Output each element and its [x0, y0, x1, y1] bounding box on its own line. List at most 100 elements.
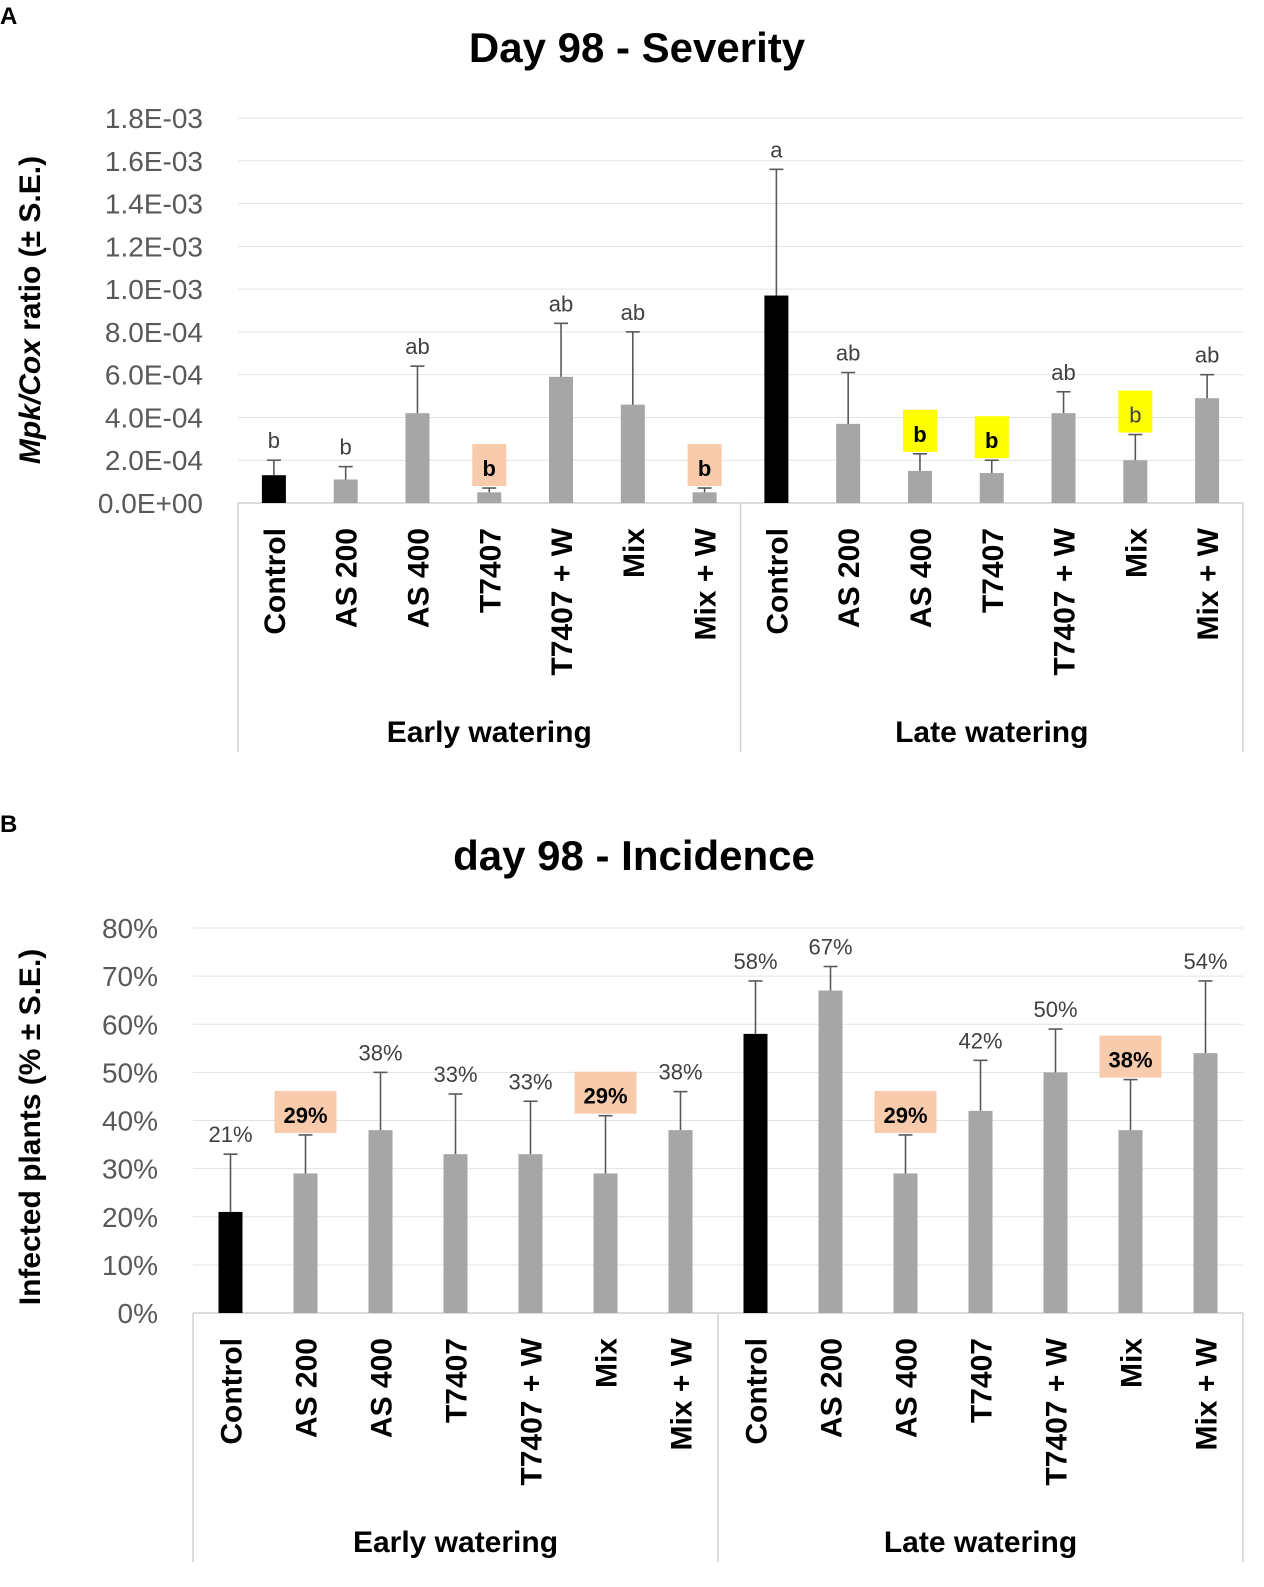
bar — [1051, 413, 1076, 503]
bar — [1123, 460, 1148, 503]
x-tick-label: AS 400 — [891, 1338, 924, 1438]
bar — [549, 376, 574, 503]
y-axis-label: Infected plants (% ± S.E.) — [14, 949, 47, 1306]
x-tick-label: AS 200 — [331, 528, 364, 628]
x-tick-label: AS 200 — [291, 1338, 324, 1438]
significance-label: 38% — [358, 1040, 402, 1065]
bar — [1043, 1072, 1068, 1313]
label-highlight — [1118, 390, 1153, 433]
x-tick-label: T7407 — [441, 1338, 474, 1423]
significance-label: 42% — [958, 1028, 1002, 1053]
x-tick-label: AS 200 — [816, 1338, 849, 1438]
significance-label: ab — [549, 291, 573, 316]
panel-letter: A — [0, 3, 17, 30]
y-tick-label: 2.0E-04 — [105, 445, 203, 476]
group-label: Early watering — [353, 1526, 558, 1559]
y-tick-label: 0% — [118, 1298, 158, 1329]
bar — [368, 1130, 393, 1313]
x-tick-label: Mix + W — [666, 1337, 699, 1450]
significance-label: 67% — [808, 935, 852, 960]
x-tick-label: Mix + W — [690, 527, 723, 640]
x-tick-label: T7407 — [977, 528, 1010, 613]
bar — [261, 475, 286, 503]
panel-letter: B — [0, 811, 17, 838]
significance-label: ab — [405, 334, 429, 359]
label-highlight — [472, 444, 507, 487]
bar — [893, 1173, 918, 1313]
bar — [293, 1173, 318, 1313]
significance-label: 54% — [1183, 949, 1227, 974]
significance-label: 29% — [283, 1103, 327, 1128]
label-highlight — [687, 444, 722, 487]
significance-label: 50% — [1033, 997, 1077, 1022]
chart-title: day 98 - Incidence — [453, 832, 815, 879]
bar — [692, 492, 717, 503]
x-tick-label: T7407 + W — [516, 1337, 549, 1485]
x-tick-label: T7407 + W — [1041, 1337, 1074, 1485]
label-highlight — [274, 1090, 337, 1133]
bar — [1118, 1130, 1143, 1313]
significance-label: b — [483, 456, 496, 481]
y-tick-label: 4.0E-04 — [105, 402, 203, 433]
bar — [1195, 398, 1220, 503]
significance-label: b — [340, 435, 352, 460]
bar — [764, 295, 789, 503]
bar — [1193, 1053, 1218, 1313]
bar — [477, 492, 502, 503]
y-tick-label: 8.0E-04 — [105, 317, 203, 348]
y-tick-label: 1.2E-03 — [105, 231, 203, 262]
bar — [668, 1130, 693, 1313]
y-tick-label: 50% — [102, 1057, 158, 1088]
y-axis-label: Mpk/Cox ratio (± S.E.) — [14, 156, 47, 464]
x-tick-label: Mix + W — [1191, 1337, 1224, 1450]
significance-label: 33% — [433, 1062, 477, 1087]
bar — [979, 473, 1004, 503]
x-tick-label: Mix — [1120, 528, 1153, 578]
bar — [518, 1154, 543, 1313]
significance-label: a — [770, 137, 783, 162]
bar — [333, 479, 358, 503]
significance-label: b — [913, 422, 926, 447]
significance-label: 38% — [658, 1060, 702, 1085]
y-tick-label: 40% — [102, 1106, 158, 1137]
bar — [907, 470, 932, 503]
x-tick-label: Control — [741, 1338, 774, 1445]
significance-label: 38% — [1108, 1048, 1152, 1073]
x-tick-label: Control — [761, 528, 794, 635]
significance-label: ab — [1051, 360, 1075, 385]
significance-label: 33% — [508, 1069, 552, 1094]
bar — [620, 404, 645, 503]
group-label: Late watering — [884, 1526, 1077, 1559]
bar — [218, 1211, 243, 1313]
chart-title: Day 98 - Severity — [469, 24, 806, 71]
y-tick-label: 6.0E-04 — [105, 360, 203, 391]
significance-label: b — [268, 428, 280, 453]
x-tick-label: T7407 — [474, 528, 507, 613]
bar — [818, 990, 843, 1313]
significance-label: b — [698, 456, 711, 481]
x-tick-label: AS 400 — [366, 1338, 399, 1438]
y-axis-label-rest: ratio (± S.E.) — [14, 156, 47, 339]
bar — [968, 1110, 993, 1313]
y-tick-label: 10% — [102, 1250, 158, 1281]
x-tick-label: Mix — [591, 1338, 624, 1388]
x-tick-label: T7407 + W — [1049, 527, 1082, 675]
bar — [405, 413, 430, 503]
significance-label: b — [1129, 403, 1141, 428]
x-tick-label: AS 200 — [833, 528, 866, 628]
significance-label: 58% — [733, 949, 777, 974]
y-tick-label: 1.0E-03 — [105, 274, 203, 305]
label-highlight — [902, 409, 937, 452]
label-highlight — [574, 1071, 637, 1114]
bar — [593, 1173, 618, 1313]
significance-label: ab — [836, 341, 860, 366]
group-label: Early watering — [387, 716, 592, 749]
label-highlight — [1099, 1035, 1162, 1078]
label-highlight — [874, 1090, 937, 1133]
x-tick-label: Mix + W — [1192, 527, 1225, 640]
x-tick-label: Control — [259, 528, 292, 635]
y-axis-label-italic: Mpk/Cox — [14, 338, 47, 464]
significance-label: ab — [621, 300, 645, 325]
significance-label: 21% — [208, 1122, 252, 1147]
